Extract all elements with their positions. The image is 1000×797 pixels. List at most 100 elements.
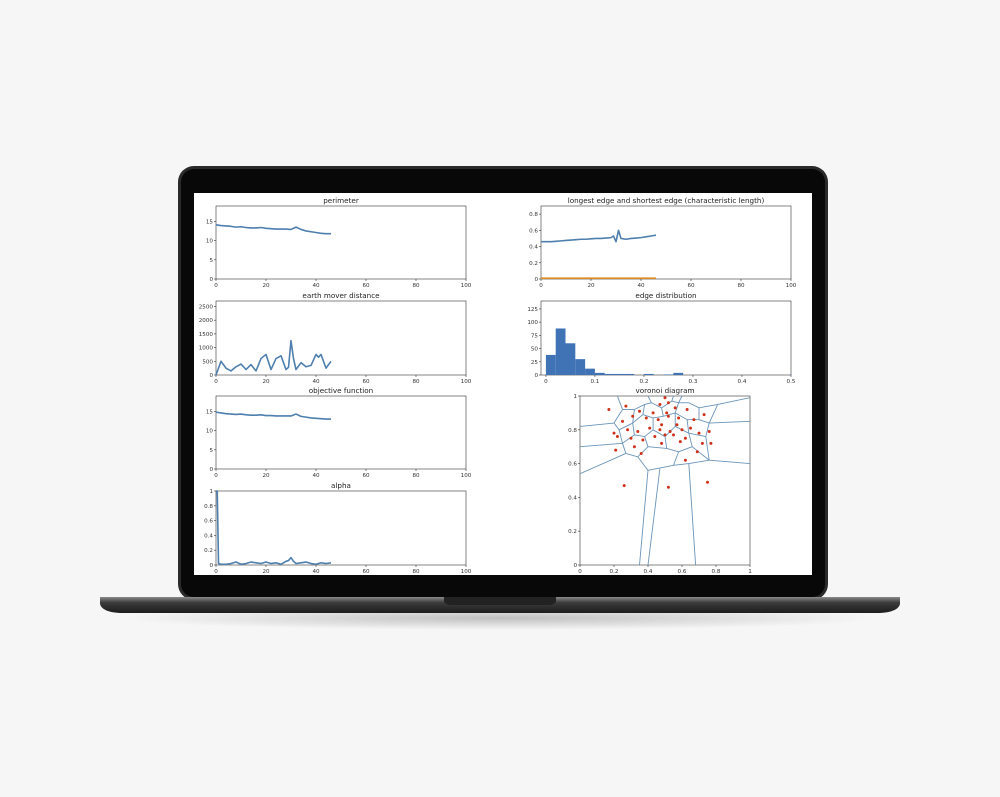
edge-distribution-bar bbox=[614, 373, 625, 375]
voronoi-point bbox=[641, 438, 645, 442]
emd-ytick-label: 1000 bbox=[199, 346, 214, 352]
voronoi-point bbox=[677, 416, 681, 420]
voronoi-edge bbox=[639, 470, 649, 565]
edge_dist-xtick-label: 0 bbox=[544, 379, 548, 385]
voronoi-point bbox=[644, 416, 648, 420]
voronoi-edge bbox=[709, 420, 750, 424]
voronoi-point bbox=[673, 406, 677, 410]
voronoi-point bbox=[665, 411, 669, 415]
voronoi-edge bbox=[673, 451, 680, 466]
objective-title: objective function bbox=[309, 386, 373, 395]
voronoi-edge bbox=[686, 419, 690, 434]
edge-length-plot: longest edge and shortest edge (characte… bbox=[529, 196, 797, 289]
voronoi-edge bbox=[671, 400, 679, 404]
voronoi-point bbox=[614, 448, 618, 452]
voronoi-point bbox=[656, 418, 660, 422]
voronoi-edge bbox=[671, 396, 674, 402]
laptop-notch bbox=[444, 597, 556, 605]
voronoi-edge bbox=[634, 404, 645, 410]
emd-ytick-label: 500 bbox=[202, 359, 213, 365]
voronoi-ytick-label: 0.4 bbox=[568, 495, 577, 501]
edge-distribution-bar bbox=[673, 372, 684, 375]
edge-distribution-bar bbox=[585, 368, 595, 375]
edge-distribution-bar bbox=[594, 372, 605, 375]
perimeter-ytick-label: 5 bbox=[209, 258, 213, 264]
voronoi-edges bbox=[580, 396, 750, 565]
alpha-xtick-label: 60 bbox=[362, 569, 370, 575]
voronoi-xtick-label: 0 bbox=[578, 569, 582, 575]
edges-ytick-label: 0.6 bbox=[529, 228, 538, 234]
perimeter-xtick-label: 20 bbox=[262, 283, 270, 289]
voronoi-point bbox=[702, 413, 706, 417]
voronoi-point bbox=[666, 401, 670, 405]
voronoi-point bbox=[651, 411, 655, 415]
perimeter-axes-frame bbox=[215, 205, 467, 280]
objective-xtick-label: 80 bbox=[412, 473, 420, 479]
edges-ytick-label: 0.2 bbox=[529, 261, 538, 267]
emd-series-0-line bbox=[215, 339, 332, 376]
edges-xtick-label: 40 bbox=[637, 283, 645, 289]
perimeter-xtick-label: 60 bbox=[362, 283, 370, 289]
alpha-ytick-label: 1 bbox=[209, 489, 213, 495]
emd-ytick-label: 0 bbox=[209, 373, 213, 379]
voronoi-point bbox=[607, 408, 611, 412]
voronoi-edge bbox=[678, 396, 683, 403]
voronoi-edge bbox=[580, 422, 615, 427]
voronoi-edge bbox=[661, 407, 664, 417]
voronoi-edge bbox=[698, 404, 718, 409]
voronoi-edge bbox=[644, 402, 652, 405]
voronoi-edge bbox=[632, 422, 635, 435]
voronoi-edge bbox=[642, 404, 646, 415]
edge_dist-ytick-label: 50 bbox=[531, 347, 539, 353]
perimeter-ytick-label: 0 bbox=[209, 277, 213, 283]
voronoi-edge bbox=[663, 412, 676, 417]
figure-canvas: perimeter 0 20 40 60 80 100 0 5 10 15 longest edge… bbox=[194, 193, 812, 575]
voronoi-point bbox=[636, 429, 640, 433]
objective-ytick-label: 0 bbox=[209, 467, 213, 473]
edge_dist-ytick-label: 0 bbox=[534, 373, 538, 379]
voronoi-edge bbox=[688, 433, 693, 447]
voronoi-point bbox=[692, 418, 696, 422]
voronoi-point bbox=[672, 433, 675, 437]
voronoi-ytick-label: 0.6 bbox=[568, 462, 577, 468]
alpha-plot: alpha 0 20 40 60 80 100 0 0.2 0.4 0.6 0.8 1 bbox=[204, 481, 472, 575]
voronoi-edge bbox=[580, 442, 623, 448]
edges-ytick-label: 0 bbox=[534, 277, 538, 283]
edge_dist-ytick-label: 25 bbox=[531, 360, 539, 366]
voronoi-point bbox=[678, 440, 682, 444]
voronoi-point bbox=[663, 396, 667, 400]
alpha-ytick-label: 0.6 bbox=[204, 519, 213, 525]
objective-xtick-label: 20 bbox=[262, 473, 270, 479]
objective-xtick-label: 40 bbox=[312, 473, 320, 479]
voronoi-edge bbox=[652, 429, 666, 437]
voronoi-edge bbox=[618, 429, 623, 444]
edge-distribution-bar bbox=[545, 354, 556, 375]
voronoi-edge bbox=[616, 396, 623, 410]
alpha-xtick-label: 80 bbox=[412, 569, 420, 575]
voronoi-edge bbox=[688, 402, 700, 409]
voronoi-xtick-label: 1 bbox=[748, 569, 752, 575]
perimeter-xtick-label: 0 bbox=[214, 283, 218, 289]
voronoi-edge bbox=[688, 459, 710, 465]
voronoi-edge bbox=[709, 459, 750, 465]
voronoi-edge bbox=[666, 447, 679, 453]
voronoi-point bbox=[697, 431, 701, 435]
edges-axes-frame bbox=[540, 205, 792, 280]
emd-ytick-label: 2500 bbox=[199, 304, 214, 310]
voronoi-edge bbox=[661, 400, 673, 409]
voronoi-axes-frame bbox=[579, 395, 751, 566]
edge-distribution-bar bbox=[575, 359, 586, 375]
voronoi-edge bbox=[637, 446, 649, 458]
voronoi-point bbox=[689, 426, 692, 430]
edge-distribution-bar bbox=[624, 373, 635, 375]
edges-xtick-label: 60 bbox=[687, 283, 695, 289]
voronoi-point bbox=[666, 485, 670, 489]
voronoi-edge bbox=[622, 443, 627, 454]
voronoi-ytick-label: 0.8 bbox=[568, 428, 577, 434]
voronoi-edge bbox=[618, 422, 633, 431]
voronoi-edge bbox=[644, 429, 654, 437]
alpha-series-0-line bbox=[216, 490, 332, 566]
alpha-xtick-label: 0 bbox=[214, 569, 218, 575]
voronoi-edge bbox=[625, 453, 638, 458]
